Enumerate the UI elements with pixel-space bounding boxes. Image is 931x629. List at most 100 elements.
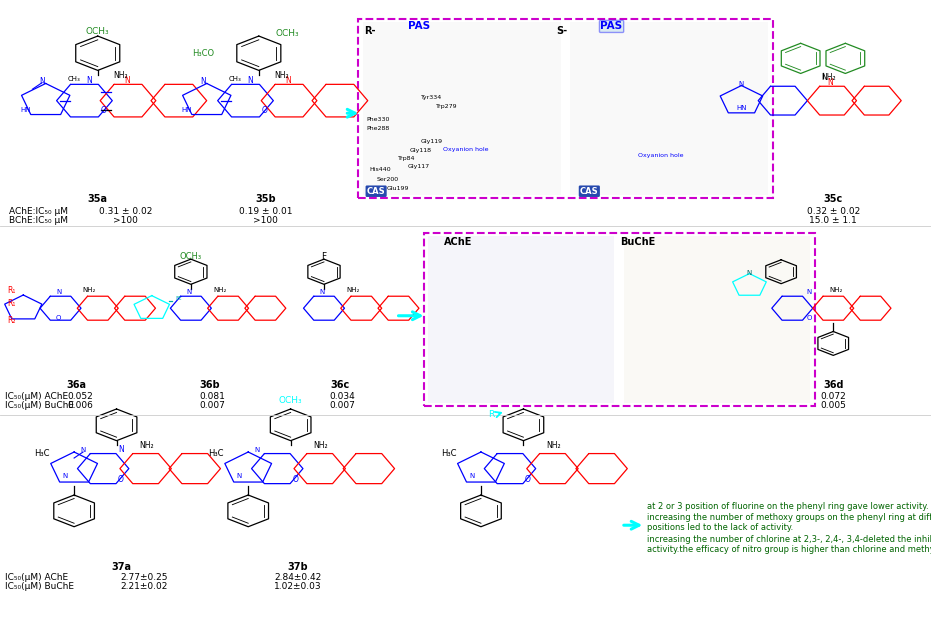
Text: Oxyanion hole: Oxyanion hole	[443, 147, 489, 152]
Text: N: N	[469, 473, 475, 479]
Text: IC₅₀(μM) AChE: IC₅₀(μM) AChE	[5, 392, 68, 401]
Text: O: O	[118, 475, 124, 484]
Text: PAS: PAS	[408, 21, 430, 31]
Text: CAS: CAS	[367, 187, 385, 196]
Text: 35b: 35b	[255, 194, 276, 204]
Text: 37a: 37a	[111, 562, 131, 572]
Text: N: N	[200, 77, 206, 86]
Text: N: N	[285, 75, 290, 85]
Text: NH₂: NH₂	[139, 441, 154, 450]
Text: N: N	[80, 447, 86, 454]
Text: >100: >100	[114, 216, 138, 225]
Text: CH₃: CH₃	[229, 75, 241, 82]
Text: Trp84: Trp84	[398, 156, 415, 161]
Text: 35c: 35c	[824, 194, 843, 204]
Text: N: N	[319, 289, 325, 296]
Text: R₁: R₁	[7, 286, 16, 295]
Text: Trp279: Trp279	[436, 104, 457, 109]
Text: Ser200: Ser200	[377, 177, 399, 182]
Text: IC₅₀(μM) AChE: IC₅₀(μM) AChE	[5, 573, 68, 582]
Text: N: N	[827, 78, 832, 87]
Text: N: N	[118, 445, 124, 454]
Text: N: N	[248, 75, 253, 85]
Text: 35a: 35a	[88, 194, 108, 204]
Text: O: O	[262, 106, 268, 115]
Text: NH₂: NH₂	[546, 441, 560, 450]
Text: NH₂: NH₂	[83, 287, 96, 293]
Text: 0.005: 0.005	[820, 401, 846, 409]
Text: 0.006: 0.006	[67, 401, 93, 409]
Text: positions led to the lack of activity.: positions led to the lack of activity.	[647, 523, 793, 532]
Text: O: O	[292, 475, 298, 484]
Text: N: N	[62, 473, 68, 479]
Text: >100: >100	[253, 216, 277, 225]
Text: 0.007: 0.007	[199, 401, 225, 409]
Text: O: O	[101, 106, 107, 115]
Bar	[570, 22, 768, 195]
Text: N: N	[87, 75, 92, 85]
Text: N: N	[186, 289, 192, 296]
Text: N: N	[124, 75, 129, 85]
Text: H₃C: H₃C	[34, 449, 49, 458]
Text: Gly117: Gly117	[408, 164, 430, 169]
Text: 0.32 ± 0.02: 0.32 ± 0.02	[806, 207, 860, 216]
Bar	[363, 22, 560, 195]
Text: HN: HN	[736, 105, 747, 111]
Bar	[424, 233, 815, 406]
Text: 1.02±0.03: 1.02±0.03	[274, 582, 322, 591]
Text: F: F	[321, 252, 327, 261]
Text: HN: HN	[181, 107, 192, 113]
Text: OCH₃: OCH₃	[276, 29, 300, 38]
Text: N: N	[236, 473, 242, 479]
Bar	[624, 236, 810, 403]
Text: NH₂: NH₂	[275, 71, 290, 80]
Text: AChE: AChE	[444, 237, 472, 247]
Text: NH₂: NH₂	[213, 287, 226, 293]
Text: NH₂: NH₂	[313, 441, 328, 450]
Text: CH₃: CH₃	[67, 75, 80, 82]
Text: 36d: 36d	[823, 380, 843, 390]
Text: 0.19 ± 0.01: 0.19 ± 0.01	[238, 207, 292, 216]
Text: N: N	[806, 289, 812, 296]
Text: O: O	[56, 315, 61, 321]
Bar	[358, 19, 773, 198]
Text: 0.034: 0.034	[330, 392, 356, 401]
Text: Glu199: Glu199	[386, 186, 409, 191]
Text: IC₅₀(μM) BuChE: IC₅₀(μM) BuChE	[5, 582, 74, 591]
Text: 2.77±0.25: 2.77±0.25	[120, 573, 169, 582]
Text: 0.081: 0.081	[199, 392, 225, 401]
Text: His440: His440	[370, 167, 391, 172]
Text: S-: S-	[557, 26, 568, 36]
Text: OCH₃: OCH₃	[279, 396, 303, 405]
Text: NH₂: NH₂	[830, 287, 843, 293]
Text: BuChE: BuChE	[620, 237, 655, 247]
Text: R: R	[488, 409, 494, 419]
Text: 37b: 37b	[288, 562, 308, 572]
Bar	[428, 236, 614, 403]
Text: activity.the efficacy of nitro group is higher than chlorine and methyl groups.: activity.the efficacy of nitro group is …	[647, 545, 931, 554]
Text: 0.31 ± 0.02: 0.31 ± 0.02	[99, 207, 153, 216]
Text: N: N	[747, 270, 752, 276]
Text: 2.84±0.42: 2.84±0.42	[275, 573, 321, 582]
Text: O: O	[806, 315, 812, 321]
Text: O: O	[525, 475, 531, 484]
Text: R₂: R₂	[7, 316, 16, 325]
Text: OCH₃: OCH₃	[86, 28, 110, 36]
Text: Phe288: Phe288	[366, 126, 389, 131]
Text: OCH₃: OCH₃	[180, 252, 202, 261]
Text: at 2 or 3 position of fluorine on the phenyl ring gave lower activity.: at 2 or 3 position of fluorine on the ph…	[647, 502, 928, 511]
Text: H₃CO: H₃CO	[192, 48, 214, 58]
Text: 0.007: 0.007	[330, 401, 356, 409]
Text: N: N	[739, 81, 744, 87]
Text: 0.052: 0.052	[67, 392, 93, 401]
Text: 2.21±0.02: 2.21±0.02	[121, 582, 168, 591]
Text: 36c: 36c	[331, 380, 349, 390]
Text: N: N	[39, 77, 45, 86]
Text: HN: HN	[20, 107, 31, 113]
Text: 0.072: 0.072	[820, 392, 846, 401]
Text: Gly119: Gly119	[421, 139, 443, 144]
Text: Tyr334: Tyr334	[421, 95, 442, 100]
Text: Et: Et	[175, 296, 182, 301]
Text: 15.0 ± 1.1: 15.0 ± 1.1	[809, 216, 857, 225]
Text: AChE:IC₅₀ μM: AChE:IC₅₀ μM	[9, 207, 68, 216]
